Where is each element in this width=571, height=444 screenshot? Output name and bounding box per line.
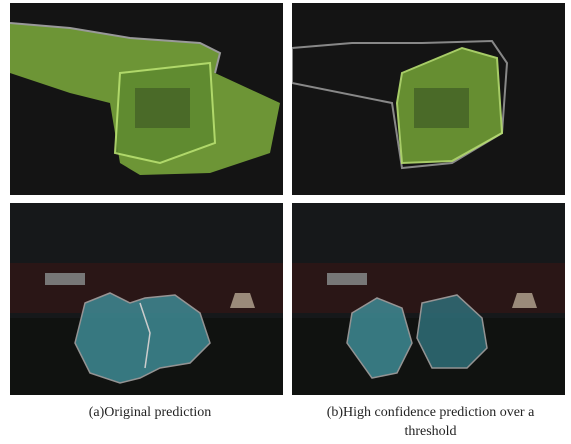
- image-bikes-original: [10, 203, 283, 395]
- image-train-threshold: [292, 3, 565, 195]
- caption-b: (b)High confidence prediction over a thr…: [318, 403, 543, 441]
- image-train-original: [10, 3, 283, 195]
- caption-a: (a)Original prediction: [40, 403, 260, 422]
- image-bikes-threshold: [292, 203, 565, 395]
- figure: (a)Original prediction (b)High confidenc…: [0, 0, 571, 444]
